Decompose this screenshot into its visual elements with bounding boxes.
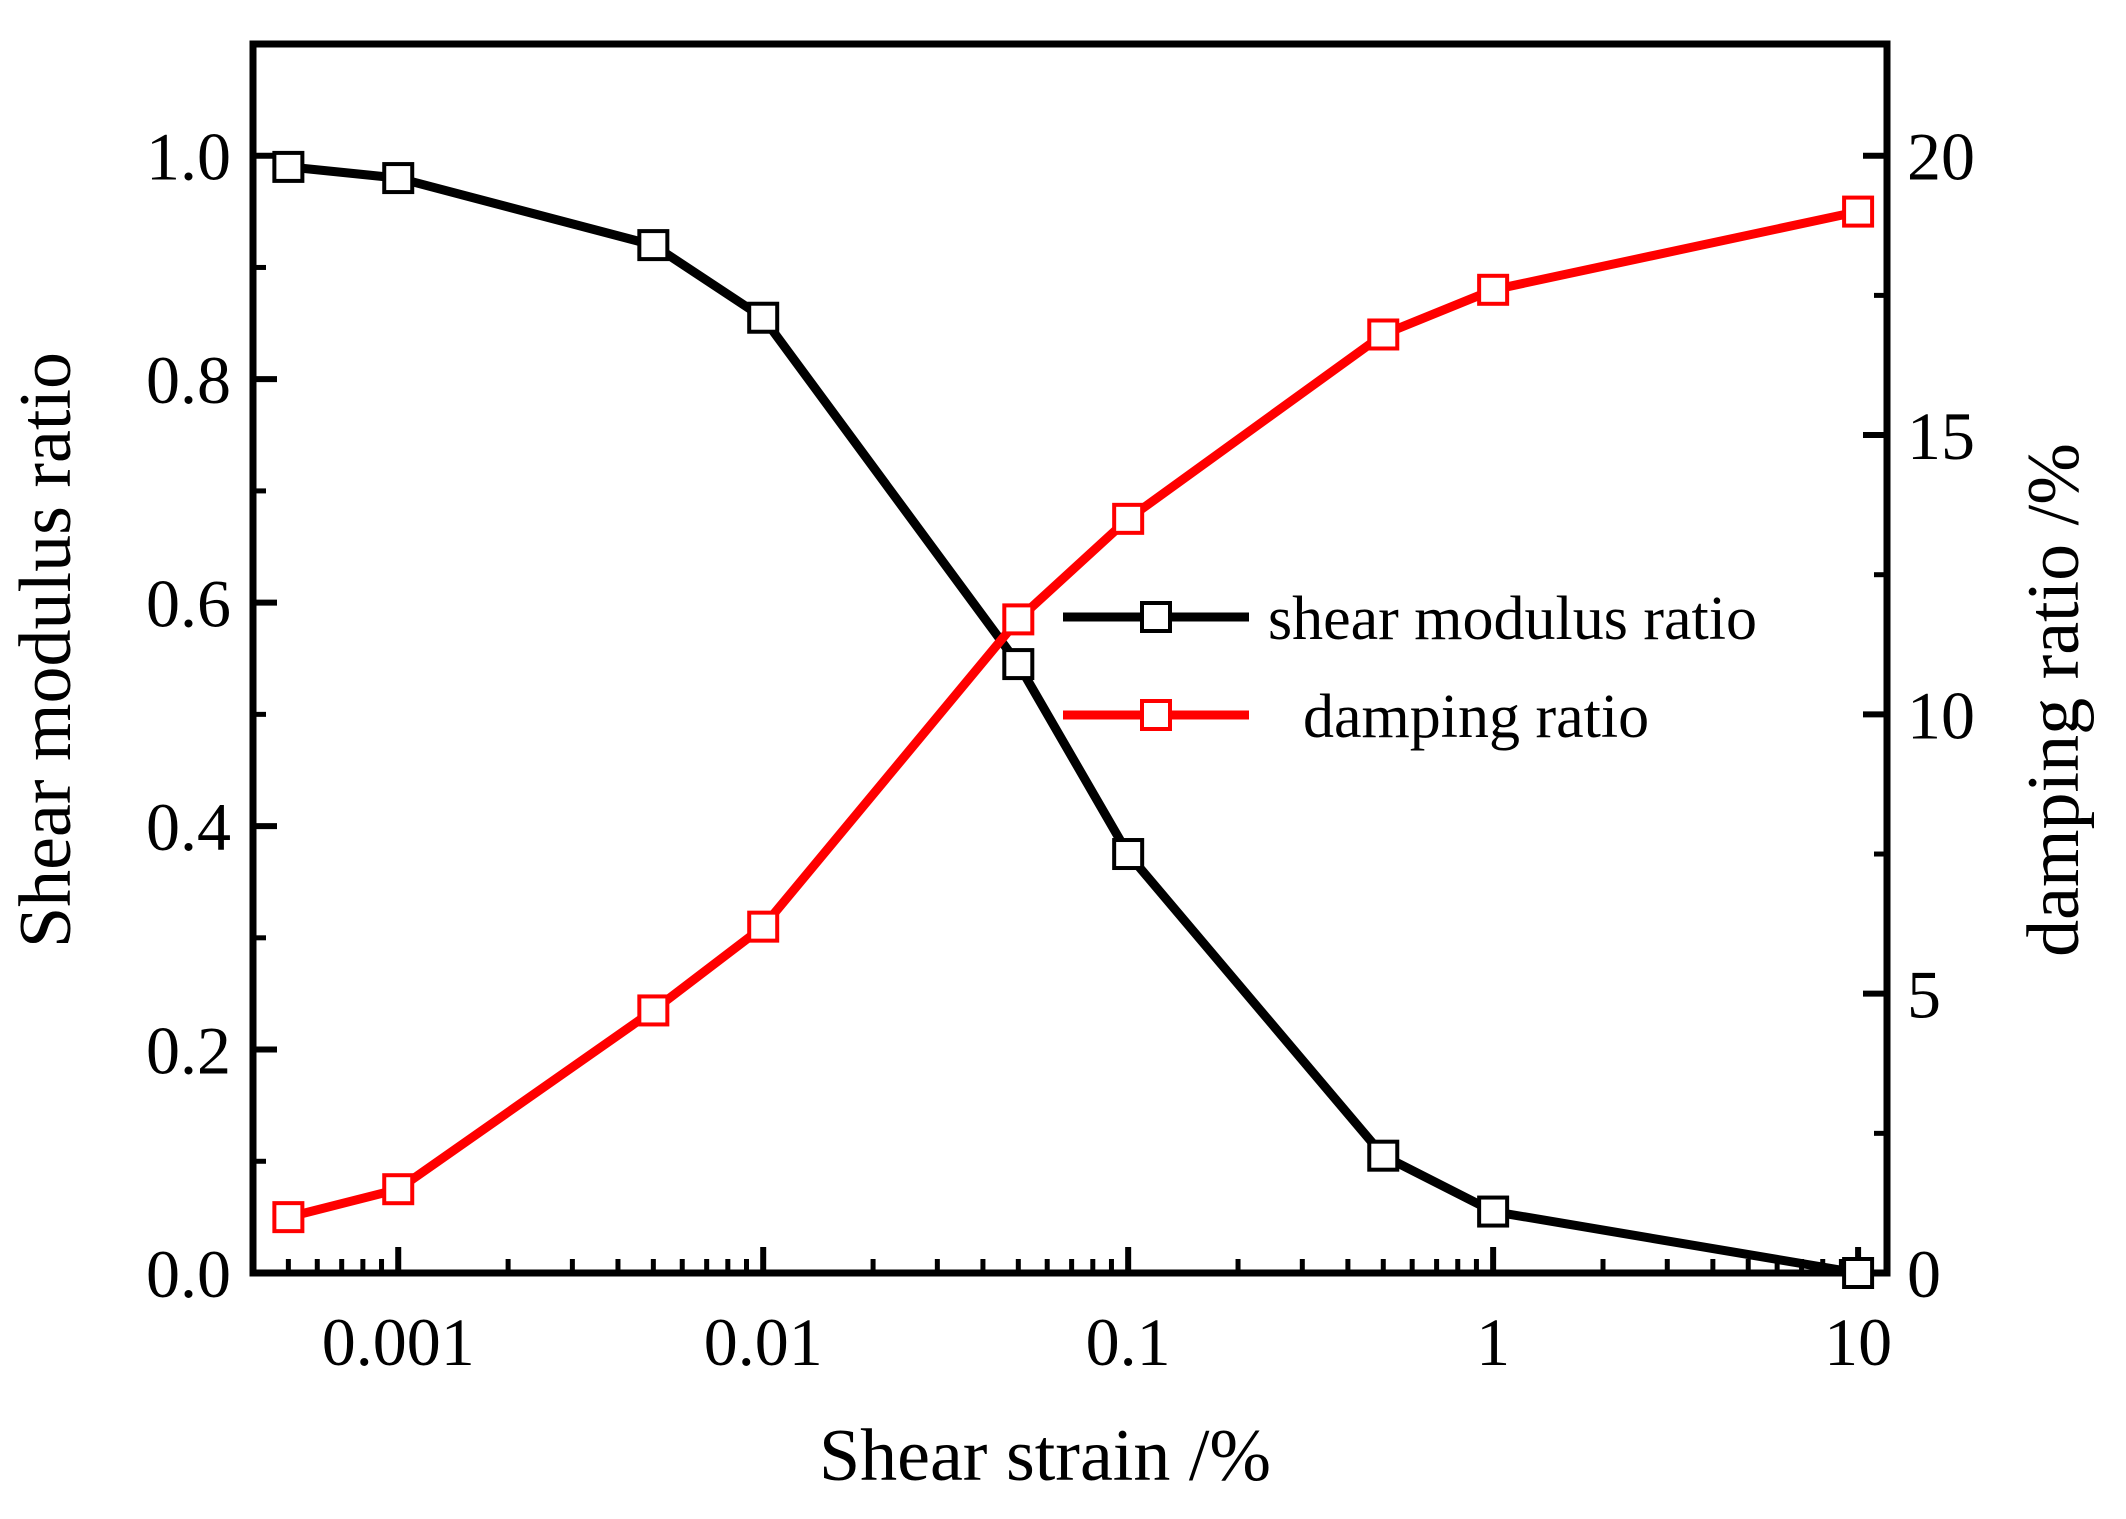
damping-ratio-marker xyxy=(1112,502,1145,535)
damping-ratio-marker xyxy=(382,1173,415,1206)
damping-ratio-marker xyxy=(1477,273,1510,306)
shear-modulus-ratio-marker xyxy=(1367,1139,1400,1172)
damping-ratio-marker xyxy=(747,910,780,943)
legend-shear-modulus-ratio-label: shear modulus ratio xyxy=(1268,585,1757,653)
shear-modulus-ratio-marker xyxy=(637,229,670,262)
legend-damping-ratio-marker xyxy=(1140,699,1172,731)
x-tick-label: 0.001 xyxy=(322,1304,475,1380)
right-y-tick-label: 5 xyxy=(1907,957,1941,1033)
x-tick-label: 10 xyxy=(1824,1304,1892,1380)
shear-modulus-ratio-marker xyxy=(1112,838,1145,871)
legend-shear-modulus-ratio-marker xyxy=(1140,601,1172,633)
left-y-tick-label: 0.0 xyxy=(146,1236,231,1312)
left-y-tick-label: 0.6 xyxy=(146,566,231,642)
legend: shear modulus ratio damping ratio xyxy=(1063,585,1757,751)
left-y-tick-label: 0.4 xyxy=(146,789,231,865)
shear-modulus-ratio-marker xyxy=(747,301,780,334)
right-y-tick-label: 10 xyxy=(1907,677,1975,753)
left-y-tick-label: 0.8 xyxy=(146,342,231,418)
legend-damping-ratio-label: damping ratio xyxy=(1303,683,1649,751)
x-tick-label: 0.1 xyxy=(1086,1304,1171,1380)
x-axis-title: Shear strain /% xyxy=(819,1415,1271,1497)
left-y-tick-label: 0.2 xyxy=(146,1013,231,1089)
shear-modulus-ratio-marker xyxy=(1477,1195,1510,1228)
shear-modulus-ratio-marker xyxy=(1002,648,1035,681)
damping-ratio-marker xyxy=(1367,318,1400,351)
damping-ratio-marker xyxy=(272,1201,305,1234)
shear-modulus-ratio-marker xyxy=(1842,1257,1875,1289)
shear-modulus-ratio-marker xyxy=(382,162,415,195)
x-tick-label: 1 xyxy=(1476,1304,1510,1380)
right-y-tick-label: 20 xyxy=(1907,119,1975,195)
right-y-tick-label: 0 xyxy=(1907,1236,1941,1312)
damping-ratio-marker xyxy=(1002,603,1035,636)
left-y-tick-label: 1.0 xyxy=(146,119,231,195)
right-y-axis-title: damping ratio /% xyxy=(2013,443,2095,957)
left-y-axis-title: Shear modulus ratio xyxy=(5,352,87,948)
x-tick-label: 0.01 xyxy=(704,1304,823,1380)
shear-modulus-ratio-marker xyxy=(272,150,305,183)
plot-frame xyxy=(249,40,1891,1277)
axes: 0.001 0.01 0.1 1 10 0.0 0.2 0.4 0.6 0.8 1.0 0 5 10 15 2… xyxy=(146,40,1975,1380)
damping-ratio-marker xyxy=(1842,195,1875,228)
series-layer xyxy=(272,150,1875,1289)
right-y-tick-label: 15 xyxy=(1907,398,1975,474)
damping-ratio-marker xyxy=(637,994,670,1027)
